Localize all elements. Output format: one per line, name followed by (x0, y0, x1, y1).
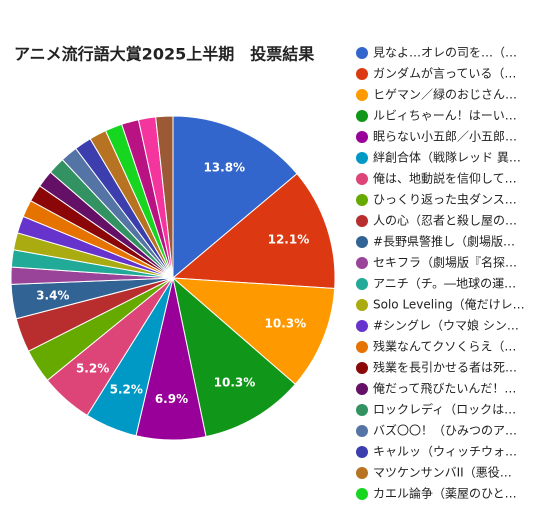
legend-label[interactable]: アニチ（チ。―地球の運… (373, 277, 516, 291)
legend-label[interactable]: セキフラ（劇場版『名探… (373, 255, 517, 270)
legend-label[interactable]: 見なよ…オレの司を…（… (373, 46, 517, 60)
chart-title: アニメ流行語大賞2025上半期 投票結果 (14, 45, 314, 64)
legend-label[interactable]: 残業を長引かせる者は死… (373, 361, 517, 375)
legend-label[interactable]: 残業なんてクソくらえ（… (373, 340, 516, 354)
legend-label[interactable]: 絆創合体（戦隊レッド 異… (373, 150, 521, 165)
legend-label[interactable]: #シングレ（ウマ娘 シン… (373, 318, 519, 333)
legend-label[interactable]: マツケンサンバII（悪役… (373, 465, 512, 480)
legend-label[interactable]: バズ〇〇！（ひみつのア… (373, 423, 517, 438)
legend-label[interactable]: カエル論争（薬屋のひと… (373, 486, 517, 501)
legend-label[interactable]: ガンダムが言っている（… (373, 66, 516, 81)
legend-swatch[interactable] (356, 68, 368, 80)
legend-label[interactable]: 眠らない小五郎／小五郎… (373, 130, 517, 144)
legend-swatch[interactable] (356, 320, 368, 332)
legend-label[interactable]: ヒゲマン／緑のおじさん… (373, 87, 517, 102)
legend-swatch[interactable] (356, 362, 368, 374)
legend-swatch[interactable] (356, 194, 368, 206)
legend-label[interactable]: 俺は、地動説を信仰して… (373, 171, 517, 186)
slice-label: 10.3% (214, 375, 256, 389)
legend-swatch[interactable] (356, 404, 368, 416)
slice-label: 6.9% (155, 392, 188, 406)
legend-swatch[interactable] (356, 173, 368, 185)
legend-label[interactable]: ルビィちゃーん！はーい… (373, 109, 517, 123)
legend-swatch[interactable] (356, 89, 368, 101)
legend-swatch[interactable] (356, 299, 368, 311)
legend-swatch[interactable] (356, 47, 368, 59)
legend-swatch[interactable] (356, 257, 368, 269)
legend-label[interactable]: 人の心（忍者と殺し屋の… (373, 214, 517, 228)
slice-label: 13.8% (203, 160, 245, 174)
slice-label: 10.3% (265, 317, 307, 331)
legend-swatch[interactable] (356, 467, 368, 479)
pie-slice (172, 276, 297, 438)
legend-swatch[interactable] (356, 383, 368, 395)
legend-swatch[interactable] (356, 341, 368, 353)
slice-label: 12.1% (268, 233, 310, 247)
pie-slice (171, 277, 336, 385)
legend-swatch[interactable] (356, 278, 368, 290)
slice-label: 5.2% (76, 362, 109, 376)
slice-label: 5.2% (110, 383, 143, 397)
legend-label[interactable]: #長野県警推し（劇場版… (373, 234, 515, 249)
legend-swatch[interactable] (356, 152, 368, 164)
legend-swatch[interactable] (356, 215, 368, 227)
legend-swatch[interactable] (356, 131, 368, 143)
legend-swatch[interactable] (356, 425, 368, 437)
legend-label[interactable]: Solo Leveling（俺だけレ… (373, 298, 525, 312)
pie-slice (171, 173, 336, 290)
legend-label[interactable]: ロックレディ（ロックは… (373, 402, 516, 417)
pie-slice (172, 115, 298, 280)
legend-label[interactable]: キャルッ（ウィッチウォ… (373, 445, 517, 459)
legend-label[interactable]: 俺だって飛びたいんだ！… (373, 382, 516, 396)
legend-label[interactable]: ひっくり返った虫ダンス… (373, 192, 517, 207)
legend-swatch[interactable] (356, 236, 368, 248)
legend-swatch[interactable] (356, 110, 368, 122)
slice-label: 3.4% (36, 288, 69, 302)
legend-swatch[interactable] (356, 446, 368, 458)
legend-swatch[interactable] (356, 488, 368, 500)
pie-slice (155, 115, 174, 279)
